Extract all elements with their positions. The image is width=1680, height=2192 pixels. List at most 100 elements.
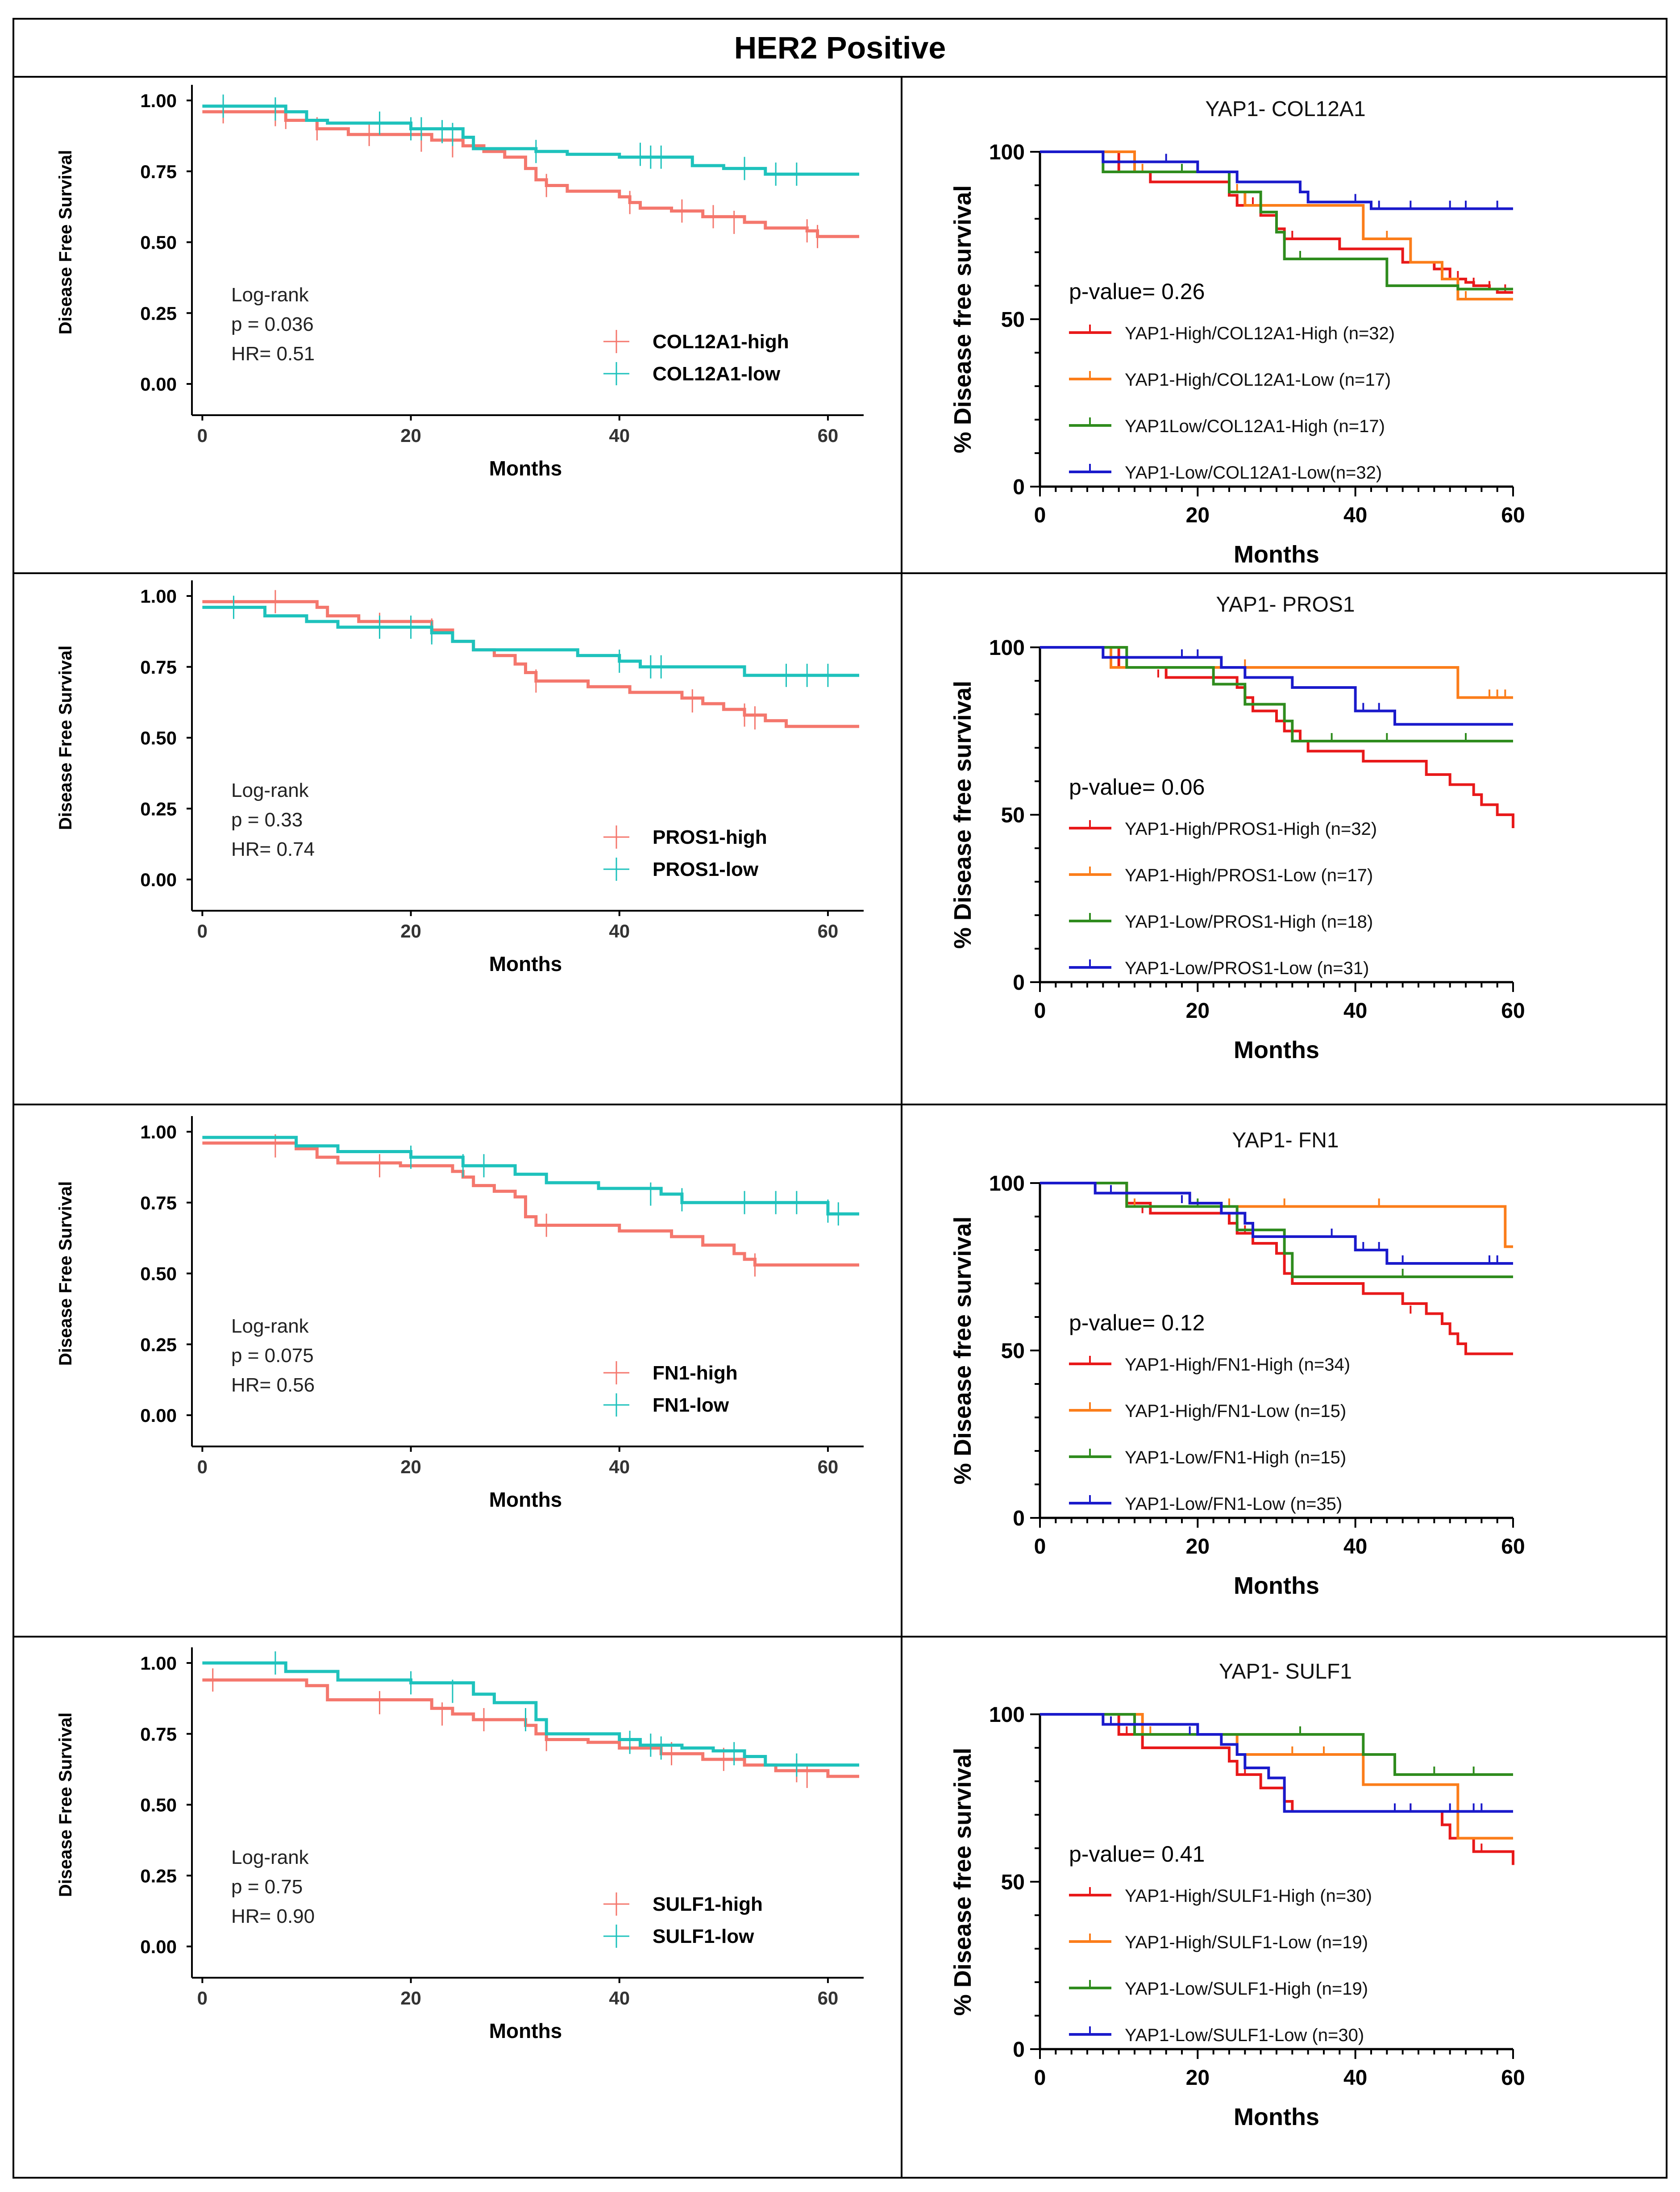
legend-label: YAP1-High/COL12A1-Low (n=17) [1125,370,1391,390]
chart-title: YAP1- COL12A1 [1205,97,1365,121]
x-tick-label: 60 [818,1456,839,1477]
y-axis-label: Disease Free Survival [56,1181,75,1366]
survival-curve-col12a1-high [202,110,859,238]
x-axis-label: Months [1234,541,1319,568]
y-tick-label: 100 [989,1703,1025,1727]
stats-text: HR= 0.90 [231,1905,315,1927]
y-tick-label: 1.00 [140,1653,177,1674]
x-tick-label: 40 [1343,2066,1367,2090]
legend-label: YAP1-Low/SULF1-High (n=19) [1125,1979,1368,1999]
legend-label: COL12A1-high [653,331,789,353]
x-tick-label: 20 [400,1988,421,2009]
x-tick-label: 40 [1343,504,1367,527]
stats-text: Log-rank [231,1846,309,1868]
km-plot-pros1: 0.00 0.25 0.50 0.75 1.00 0 20 40 60 Months Disease… [56,580,864,975]
page-title: HER2 Positive [734,30,946,65]
y-tick-label: 0.25 [140,1334,177,1355]
chart-title: YAP1- FN1 [1232,1129,1339,1152]
stats-text: Log-rank [231,779,309,801]
legend-label: YAP1Low/COL12A1-High (n=17) [1125,417,1385,436]
legend-label: YAP1-Low/SULF1-Low (n=30) [1125,2025,1364,2045]
x-axis-label: Months [1234,2104,1319,2130]
prism-plot-pros1: YAP1- PROS1 0 20 40 60 0 50 100 Months % Disease … [949,593,1525,1063]
y-tick-label: 0.25 [140,798,177,819]
y-tick-label: 0.75 [140,1724,177,1745]
y-tick-label: 0.00 [140,1936,177,1957]
stats-text: HR= 0.56 [231,1374,315,1396]
y-tick-label: 0.00 [140,374,177,395]
survival-curve-fn1-high [202,1141,859,1267]
x-tick-label: 0 [1034,504,1046,527]
stats-text: HR= 0.74 [231,838,315,860]
x-tick-label: 40 [609,1456,630,1477]
x-tick-label: 60 [1501,1535,1525,1559]
p-value-text: p-value= 0.26 [1069,279,1205,304]
y-tick-label: 0.00 [140,869,177,890]
legend-label: PROS1-high [653,826,767,848]
y-axis-label: Disease Free Survival [56,646,75,830]
y-tick-label: 0.00 [140,1405,177,1426]
survival-curve-pros1-high [202,600,859,728]
x-tick-label: 60 [1501,504,1525,527]
y-tick-label: 50 [1001,1339,1025,1363]
stats-text: Log-rank [231,1315,309,1337]
survival-curve-2 [1040,646,1513,742]
x-tick-label: 0 [1034,999,1046,1023]
x-tick-label: 20 [400,1456,421,1477]
legend-label: PROS1-low [653,858,759,880]
x-tick-label: 40 [609,921,630,942]
km-plot-fn1: 0.00 0.25 0.50 0.75 1.00 0 20 40 60 Months Disease… [56,1116,864,1511]
legend-label: YAP1-Low/FN1-High (n=15) [1125,1448,1346,1467]
legend-label: YAP1-High/COL12A1-High (n=32) [1125,324,1395,343]
y-axis-label: Disease Free Survival [56,150,75,335]
legend-label: SULF1-high [653,1893,763,1915]
x-axis-label: Months [489,2019,562,2042]
x-tick-label: 40 [1343,999,1367,1023]
y-tick-label: 1.00 [140,90,177,111]
chart-title: YAP1- SULF1 [1219,1660,1352,1684]
column-divider [901,78,902,2179]
survival-curve-1 [1040,1713,1513,1840]
x-tick-label: 0 [197,1988,208,2009]
x-tick-label: 20 [400,425,421,446]
y-tick-label: 0.75 [140,1192,177,1213]
y-tick-label: 0 [1013,1507,1025,1530]
p-value-text: p-value= 0.06 [1069,775,1205,800]
x-tick-label: 20 [1186,2066,1210,2090]
legend-label: FN1-high [653,1362,738,1384]
x-tick-label: 20 [1186,504,1210,527]
y-axis-label: % Disease free survival [949,681,976,949]
legend-label: SULF1-low [653,1925,754,1947]
x-tick-label: 40 [609,1988,630,2009]
row-divider [14,572,1666,574]
stats-text: p = 0.075 [231,1345,314,1367]
y-tick-label: 100 [989,1172,1025,1196]
km-plot-col12a1: 0.00 0.25 0.50 0.75 1.00 0 20 40 60 Months Disease… [56,85,864,480]
stats-text: Log-rank [231,284,309,306]
y-tick-label: 0.75 [140,161,177,182]
x-axis-label: Months [489,952,562,975]
y-tick-label: 0 [1013,971,1025,995]
y-tick-label: 1.00 [140,586,177,607]
x-axis-label: Months [1234,1572,1319,1599]
p-value-text: p-value= 0.12 [1069,1310,1205,1335]
x-tick-label: 60 [1501,2066,1525,2090]
survival-curve-sulf1-high [202,1678,859,1778]
y-tick-label: 50 [1001,1871,1025,1894]
y-axis-label: Disease Free Survival [56,1713,75,1897]
x-tick-label: 40 [609,425,630,446]
survival-curve-0 [1040,646,1514,828]
prism-plot-fn1: YAP1- FN1 0 20 40 60 0 50 100 Months % Disease fr… [949,1129,1525,1599]
legend-label: YAP1-Low/FN1-Low (n=35) [1125,1494,1342,1514]
y-tick-label: 0.25 [140,1865,177,1886]
y-tick-label: 0.50 [140,232,177,253]
legend-label: YAP1-Low/PROS1-Low (n=31) [1125,958,1369,978]
survival-curve-sulf1-low [202,1661,859,1767]
legend-label: FN1-low [653,1394,729,1416]
x-tick-label: 0 [197,425,208,446]
p-value-text: p-value= 0.41 [1069,1842,1205,1867]
stats-text: p = 0.33 [231,809,303,831]
stats-text: p = 0.036 [231,313,314,335]
y-tick-label: 0 [1013,475,1025,499]
prism-plot-sulf1: YAP1- SULF1 0 20 40 60 0 50 100 Months % Disease … [949,1660,1525,2130]
